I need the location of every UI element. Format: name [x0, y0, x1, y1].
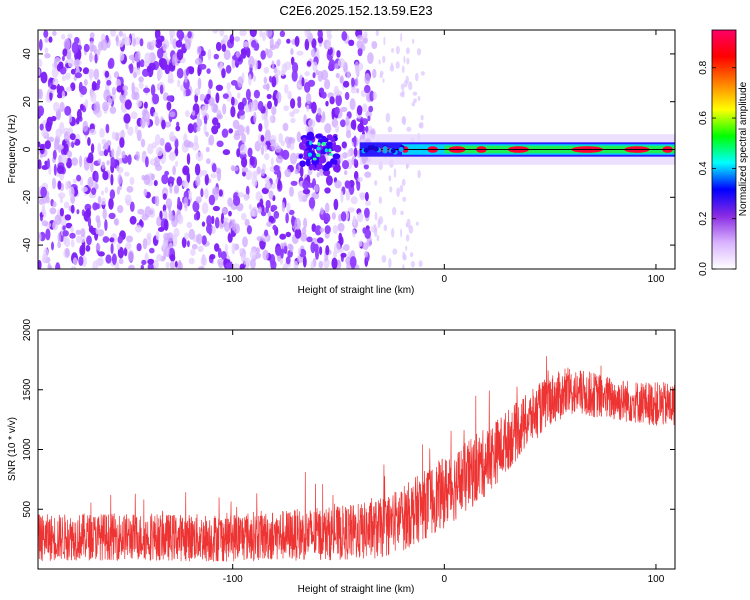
snr-x-tick-label: -100 [223, 574, 243, 585]
snr-y-tick-label: 2000 [22, 318, 33, 341]
snr-y-tick-label: 1500 [22, 378, 33, 401]
colorbar-tick-label: 0.2 [698, 211, 709, 225]
spectrogram-y-tick-label: 20 [22, 96, 33, 108]
spectrogram-x-tick-label: 0 [442, 274, 448, 285]
spectrogram-y-tick-label: -40 [22, 237, 33, 252]
colorbar-frame [711, 29, 737, 270]
signal-line [359, 134, 675, 165]
spectrogram-y-label: Frequency (Hz) [7, 115, 18, 184]
colorbar-tick-label: 0.0 [698, 262, 709, 276]
colorbar-tick-label: 0.6 [698, 111, 709, 125]
snr-y-label: SNR (10 * v/v) [7, 417, 18, 481]
signal-blob [298, 131, 342, 173]
spectrogram-y-ticks: -40 -20 0 20 40 [22, 48, 675, 252]
spectrogram-y-tick-label: -20 [22, 190, 33, 205]
spectrogram-x-label: Height of straight line (km) [298, 285, 415, 296]
colorbar-tick-label: 0.8 [698, 60, 709, 74]
noise-region [38, 30, 378, 269]
snr-y-ticks: 500 1000 1500 2000 [22, 318, 675, 518]
spectrogram-panel: -100 0 100 -40 -20 0 20 40 Height of straight … [7, 29, 676, 296]
snr-series-line [38, 356, 675, 562]
colorbar-ticks: 0.0 0.2 0.4 0.6 0.8 [698, 60, 736, 276]
snr-x-label: Height of straight line (km) [298, 584, 415, 595]
colorbar-label: Normalized spectral amplitude [738, 81, 749, 216]
snr-x-ticks: -100 0 100 [223, 330, 665, 585]
spectrogram-content [38, 30, 675, 269]
colorbar-tick-label: 0.4 [698, 161, 709, 175]
figure-title: C2E6.2025.152.13.59.E23 [279, 3, 432, 18]
snr-x-tick-label: 0 [442, 574, 448, 585]
spectrogram-x-ticks: -100 0 100 [223, 30, 665, 285]
snr-x-tick-label: 100 [648, 574, 665, 585]
snr-panel: -100 0 100 500 1000 1500 2000 Height of strai… [7, 318, 676, 595]
snr-y-tick-label: 1000 [22, 438, 33, 461]
colorbar-scale [712, 30, 736, 269]
spectrogram-y-tick-label: 40 [22, 48, 33, 60]
snr-content [38, 356, 675, 562]
spectrogram-x-tick-label: 100 [648, 274, 665, 285]
sparse-noise-region [372, 30, 425, 269]
colorbar: 0.0 0.2 0.4 0.6 0.8 Normalized spectral ampl… [698, 29, 749, 276]
spectrogram-y-tick-label: 0 [22, 146, 33, 152]
snr-y-tick-label: 500 [22, 500, 33, 517]
spectrogram-x-tick-label: -100 [223, 274, 243, 285]
